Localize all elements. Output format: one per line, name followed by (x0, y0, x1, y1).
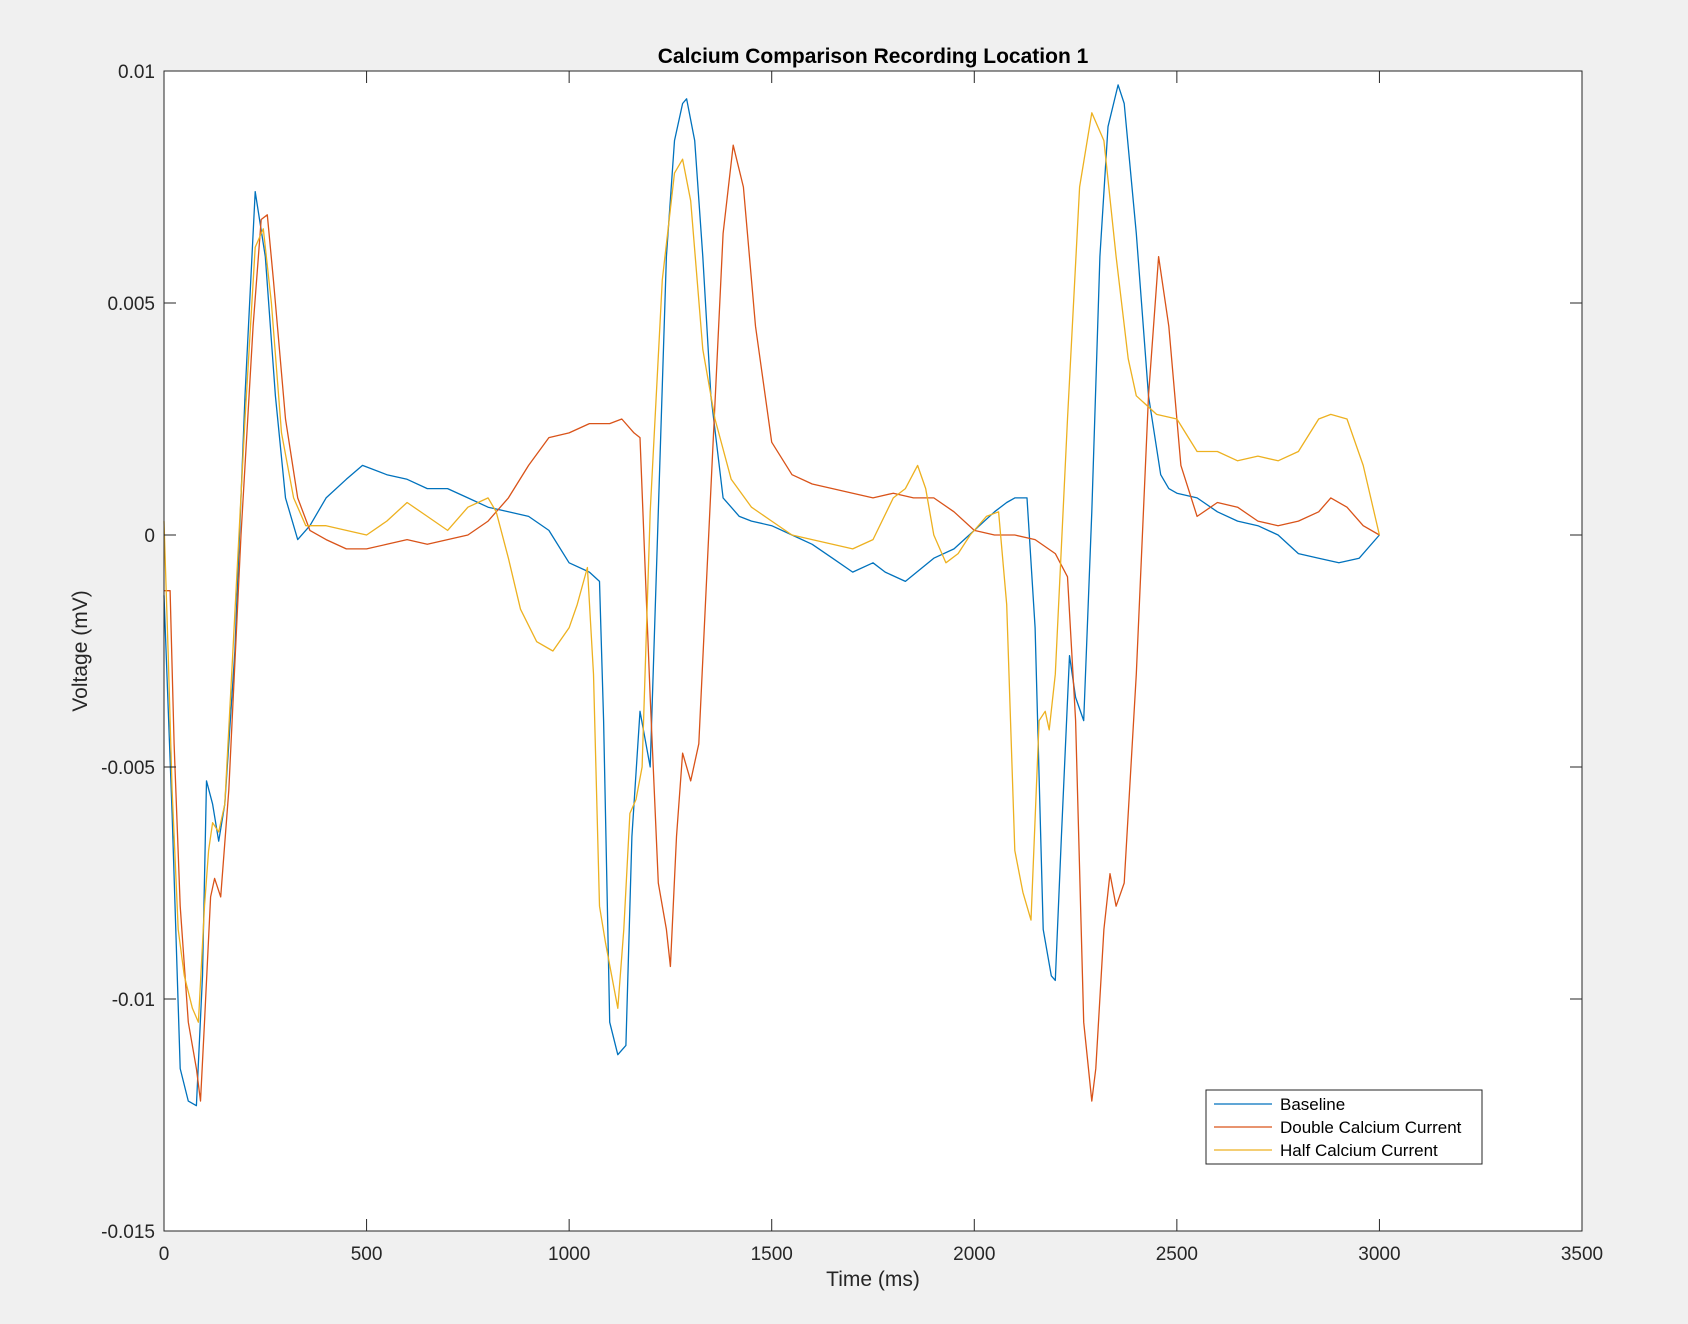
x-tick-label: 2500 (1156, 1244, 1198, 1265)
x-tick-label: 3000 (1358, 1244, 1400, 1265)
x-tick-label: 1500 (751, 1244, 793, 1265)
legend-label-half-calcium: Half Calcium Current (1280, 1141, 1438, 1160)
series-line-baseline (163, 84, 1380, 1107)
y-tick-label: 0 (144, 526, 155, 547)
x-tick-label: 1000 (548, 1244, 590, 1265)
legend-label-baseline: Baseline (1280, 1095, 1345, 1114)
series-layer (163, 84, 1381, 1107)
x-tick-label: 500 (351, 1244, 383, 1265)
y-axis-label: Voltage (mV) (69, 590, 92, 711)
y-tick-label: -0.01 (112, 990, 155, 1011)
y-tick-label: -0.005 (101, 758, 155, 779)
chart-title: Calcium Comparison Recording Location 1 (658, 45, 1089, 68)
y-tick-label: 0.005 (107, 294, 155, 315)
y-tick-label: 0.01 (118, 62, 155, 83)
tick-layer: 0 500 1000 1500 2000 2500 3000 3500 -0.015 -0.01 -… (101, 62, 1603, 1265)
y-tick-label: -0.015 (101, 1222, 155, 1243)
x-tick-label: 2000 (953, 1244, 995, 1265)
series-line-double-calcium-current (164, 144, 1380, 1102)
x-axis-label: Time (ms) (826, 1268, 920, 1291)
x-tick-label: 0 (159, 1244, 170, 1265)
plot-area (164, 71, 1582, 1231)
legend: Baseline Double Calcium Current Half Cal… (1205, 1089, 1483, 1165)
legend-label-double-calcium: Double Calcium Current (1280, 1118, 1462, 1137)
x-tick-label: 3500 (1561, 1244, 1603, 1265)
series-line-half-calcium-current (163, 112, 1381, 1023)
axes-box (163, 70, 1583, 1232)
